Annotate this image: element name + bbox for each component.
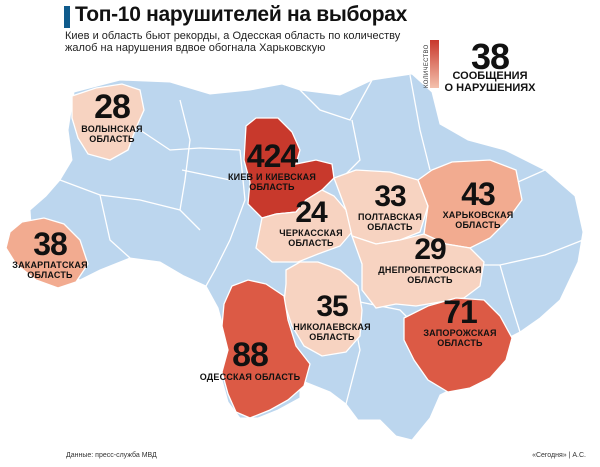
name-kharkiv-2: ОБЛАСТЬ: [455, 220, 501, 230]
page-title: Топ-10 нарушителей на выборах: [75, 3, 407, 26]
legend-color-scale: [430, 40, 439, 88]
label-cherkasy: 24 ЧЕРКАССКАЯ ОБЛАСТЬ: [266, 196, 356, 249]
name-volyn-1: ВОЛЫНСКАЯ: [81, 124, 143, 134]
legend-caption: СООБЩЕНИЯ О НАРУШЕНИЯХ: [444, 70, 536, 94]
value-kyiv: 424: [246, 138, 298, 174]
name-kyiv-2: ОБЛАСТЬ: [249, 182, 295, 192]
value-poltava: 33: [374, 180, 406, 213]
legend-axis-label: КОЛИЧЕСТВО: [424, 44, 430, 88]
label-volyn: 28 ВОЛЫНСКАЯ ОБЛАСТЬ: [72, 90, 152, 144]
name-mykolaiv-2: ОБЛАСТЬ: [309, 332, 355, 342]
highlighted-regions: [5, 83, 523, 419]
label-mykolaiv: 35 НИКОЛАЕВСКАЯ ОБЛАСТЬ: [284, 290, 380, 343]
label-zakarpattia: 38 ЗАКАРПАТСКАЯ ОБЛАСТЬ: [4, 228, 96, 280]
title-accent-bar: [64, 6, 70, 28]
label-poltava: 33 ПОЛТАВСКАЯ ОБЛАСТЬ: [346, 180, 434, 233]
name-poltava-2: ОБЛАСТЬ: [367, 222, 413, 232]
region-volyn: [71, 83, 145, 161]
name-zakarpattia-1: ЗАКАРПАТСКАЯ: [12, 260, 88, 270]
footer-credit: «Сегодня» | А.С.: [532, 452, 586, 459]
name-volyn-2: ОБЛАСТЬ: [89, 134, 135, 144]
value-zakarpattia: 38: [33, 226, 68, 262]
value-dnipro: 29: [414, 233, 446, 266]
label-kyiv: 424 КИЕВ И КИЕВСКАЯ ОБЛАСТЬ: [220, 140, 324, 192]
name-zaporizhzhia-1: ЗАПОРОЖСКАЯ: [423, 328, 497, 338]
label-dnipro: 29 ДНЕПРОПЕТРОВСКАЯ ОБЛАСТЬ: [368, 233, 492, 286]
label-odesa: 88 ОДЕССКАЯ ОБЛАСТЬ: [192, 338, 308, 382]
value-odesa: 88: [232, 336, 269, 374]
label-kharkiv: 43 ХАРЬКОВСКАЯ ОБЛАСТЬ: [430, 178, 526, 230]
name-mykolaiv-1: НИКОЛАЕВСКАЯ: [293, 322, 371, 332]
name-zaporizhzhia-2: ОБЛАСТЬ: [437, 338, 483, 348]
name-kyiv-1: КИЕВ И КИЕВСКАЯ: [227, 172, 317, 182]
value-kharkiv: 43: [461, 176, 496, 212]
name-cherkasy-2: ОБЛАСТЬ: [288, 238, 334, 248]
name-dnipro-2: ОБЛАСТЬ: [407, 275, 453, 285]
value-mykolaiv: 35: [316, 290, 348, 323]
legend-caption-line1: СООБЩЕНИЯ: [452, 70, 528, 82]
value-cherkasy: 24: [295, 196, 327, 229]
label-zaporizhzhia: 71 ЗАПОРОЖСКАЯ ОБЛАСТЬ: [412, 296, 508, 348]
region-zakarpattia: [5, 217, 89, 289]
name-zakarpattia-2: ОБЛАСТЬ: [27, 270, 73, 280]
name-poltava-1: ПОЛТАВСКАЯ: [357, 212, 423, 222]
name-cherkasy-1: ЧЕРКАССКАЯ: [279, 228, 343, 238]
name-dnipro-1: ДНЕПРОПЕТРОВСКАЯ: [378, 265, 482, 275]
page-subtitle: Киев и область бьют рекорды, а Одесская …: [65, 30, 401, 54]
legend-value: 38: [470, 36, 510, 77]
region-odesa: [221, 279, 311, 419]
name-odesa-1: ОДЕССКАЯ ОБЛАСТЬ: [199, 372, 301, 382]
region-kyiv: [243, 117, 335, 219]
region-poltava: [333, 169, 429, 245]
value-volyn: 28: [94, 88, 131, 126]
region-borders: [59, 74, 584, 405]
region-zaporizhzhia: [403, 297, 513, 393]
name-kharkiv-1: ХАРЬКОВСКАЯ: [442, 210, 514, 220]
region-dnipro: [350, 233, 485, 309]
legend-caption-line2: О НАРУШЕНИЯХ: [444, 82, 536, 94]
footer-source: Данные: пресс-служба МВД: [66, 452, 157, 459]
value-zaporizhzhia: 71: [443, 294, 478, 330]
